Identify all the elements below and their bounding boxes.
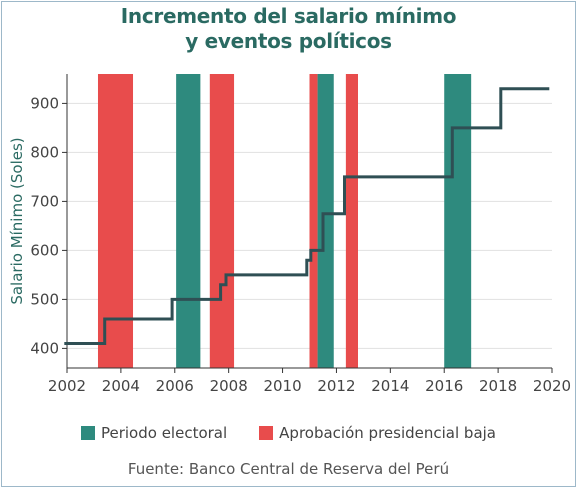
y-axis-label: Salario Mínimo (Soles) — [8, 137, 26, 304]
band-low-5 — [345, 74, 358, 368]
chart-source: Fuente: Banco Central de Reserva del Per… — [127, 460, 450, 478]
y-tick-label-900: 900 — [30, 94, 59, 112]
x-tick-label-2016: 2016 — [425, 377, 463, 395]
band-low-3 — [309, 74, 318, 368]
x-tick-label-2018: 2018 — [479, 377, 517, 395]
band-electoral-6 — [444, 74, 472, 368]
salary-series-line-0 — [64, 87, 550, 345]
chart-title-line-2: y eventos políticos — [185, 29, 392, 53]
band-low-2 — [209, 74, 235, 368]
x-tick-label-2012: 2012 — [317, 377, 355, 395]
y-tick-label-800: 800 — [30, 143, 59, 161]
chart-legend: Periodo electoral Aprobación presidencia… — [0, 424, 577, 442]
chart-title-line-1: Incremento del salario mínimo — [120, 4, 457, 28]
y-tick-label-400: 400 — [30, 339, 59, 357]
legend-item-electoral: Periodo electoral — [80, 424, 228, 442]
y-tick-label-700: 700 — [30, 192, 59, 210]
legend-swatch-low-approval — [259, 426, 274, 440]
chart-title: Incremento del salario mínimo y eventos … — [0, 4, 577, 54]
legend-label-low-approval: Aprobación presidencial baja — [279, 424, 496, 442]
band-electoral-4 — [317, 74, 334, 368]
x-tick-label-2020: 2020 — [533, 377, 571, 395]
x-tick-label-2010: 2010 — [263, 377, 301, 395]
x-tick-label-2014: 2014 — [371, 377, 409, 395]
x-tick-label-2008: 2008 — [210, 377, 248, 395]
y-tick-label-500: 500 — [30, 290, 59, 308]
y-tick-label-600: 600 — [30, 241, 59, 259]
x-tick-label-2002: 2002 — [48, 377, 86, 395]
legend-label-electoral: Periodo electoral — [100, 424, 228, 442]
legend-swatch-electoral — [80, 426, 95, 440]
x-tick-label-2004: 2004 — [102, 377, 140, 395]
band-electoral-1 — [176, 74, 201, 368]
x-tick-label-2006: 2006 — [156, 377, 194, 395]
legend-item-low-approval: Aprobación presidencial baja — [259, 424, 496, 442]
